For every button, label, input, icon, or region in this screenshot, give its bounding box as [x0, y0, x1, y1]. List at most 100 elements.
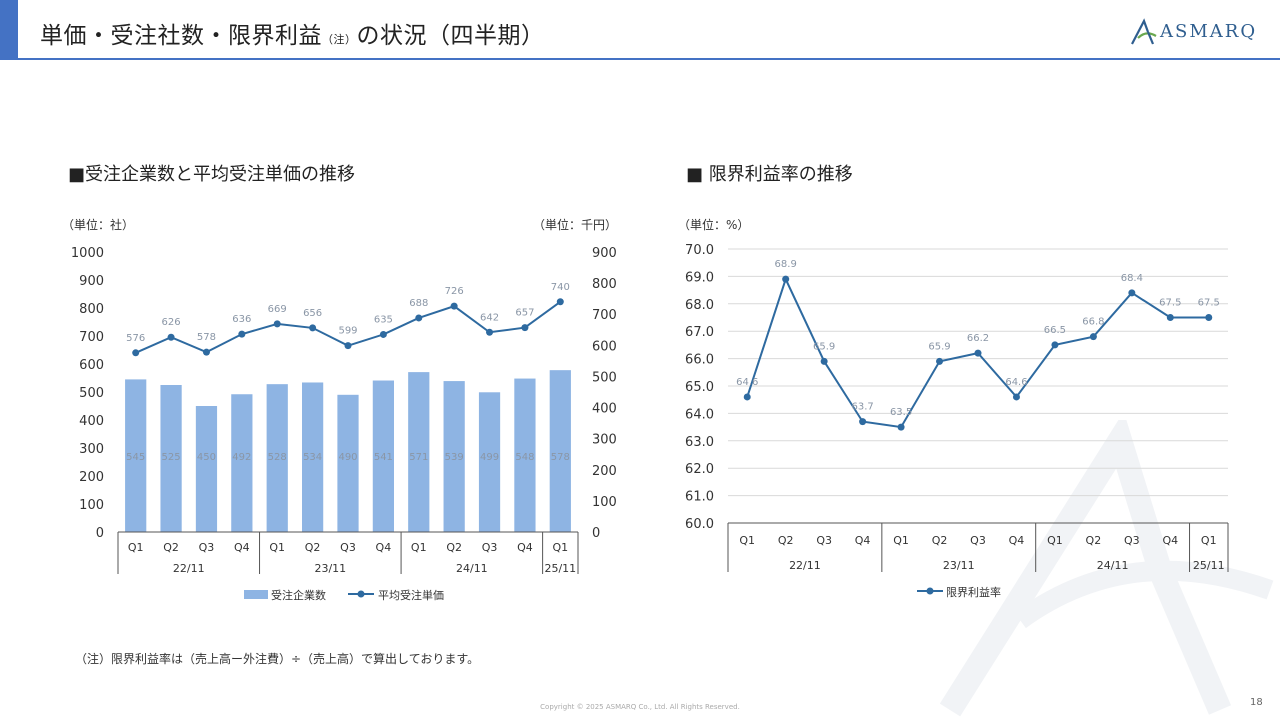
left-axis-tick-label: 200 [79, 470, 104, 485]
bar-data-label: 525 [162, 452, 181, 463]
legend-label-orders: 受注企業数 [271, 588, 326, 602]
right-axis-tick-label: 700 [592, 308, 617, 323]
category-tick-label: Q3 [482, 541, 498, 554]
bar-orders [160, 385, 182, 532]
left-axis-tick-label: 1000 [71, 246, 104, 261]
category-tick-label: Q3 [340, 541, 356, 554]
page-title-main: 単価・受注社数・限界利益 [40, 23, 322, 49]
bar-orders [125, 379, 147, 532]
bar-orders [443, 381, 465, 532]
line-data-label: 635 [374, 314, 393, 325]
page-title-note: （注） [322, 33, 357, 46]
line-point-avg-unit-price [379, 330, 387, 338]
bar-data-label: 578 [551, 452, 570, 463]
line-data-label: 626 [162, 317, 181, 328]
line-point-avg-unit-price [273, 320, 281, 328]
left-axis-tick-label: 0 [96, 526, 104, 541]
logo-mark-icon [1131, 18, 1157, 45]
line-point-avg-unit-price [521, 324, 529, 332]
line-point-avg-unit-price [132, 349, 140, 357]
right-axis-tick-label: 800 [592, 277, 617, 292]
bar-data-label: 548 [515, 452, 534, 463]
right-axis-unit: （単位：千円） [533, 218, 618, 232]
right-chart-title: ■ 限界利益率の推移 [686, 164, 853, 185]
left-axis-tick-label: 800 [79, 302, 104, 317]
bar-data-label: 492 [232, 452, 251, 463]
left-axis-tick-label: 600 [79, 358, 104, 373]
left-axis-unit: （単位：社） [62, 218, 135, 232]
category-tick-label: Q1 [411, 541, 427, 554]
fiscal-year-label: 22/11 [173, 562, 205, 575]
category-tick-label: Q4 [234, 541, 250, 554]
category-tick-label: Q4 [517, 541, 533, 554]
line-data-label: 740 [551, 282, 570, 293]
line-point-avg-unit-price [309, 324, 317, 332]
header-underline [18, 58, 1280, 60]
line-point-avg-unit-price [450, 302, 458, 310]
bar-orders [195, 406, 218, 532]
page-title: 単価・受注社数・限界利益（注）の状況（四半期） [40, 16, 545, 50]
legend-swatch-orders [244, 590, 268, 599]
category-tick-label: Q1 [552, 541, 568, 554]
margin-axis-unit: （単位：%） [678, 218, 750, 232]
bar-data-label: 450 [197, 452, 216, 463]
bar-orders [478, 392, 501, 532]
category-tick-label: Q2 [446, 541, 462, 554]
bar-orders [408, 372, 430, 532]
line-data-label: 636 [232, 314, 251, 325]
line-data-label: 578 [197, 332, 216, 343]
category-tick-label: Q3 [199, 541, 215, 554]
bar-data-label: 490 [338, 452, 357, 463]
category-tick-label: Q1 [269, 541, 285, 554]
right-axis-tick-label: 600 [592, 339, 617, 354]
copyright: Copyright © 2025 ASMARQ Co., Ltd. All Ri… [540, 703, 740, 711]
right-axis-tick-label: 400 [592, 402, 617, 417]
line-point-avg-unit-price [344, 342, 352, 350]
bar-orders [372, 380, 394, 532]
bar-data-label: 545 [126, 452, 145, 463]
line-data-label: 576 [126, 333, 145, 344]
category-tick-label: Q2 [305, 541, 321, 554]
bar-orders [514, 378, 536, 532]
left-axis-tick-label: 300 [79, 442, 104, 457]
line-point-avg-unit-price [486, 328, 494, 336]
page-header: 単価・受注社数・限界利益（注）の状況（四半期） ASMARQ [0, 0, 1280, 60]
line-point-avg-unit-price [415, 314, 423, 322]
right-axis-tick-label: 100 [592, 495, 617, 510]
bar-data-label: 571 [409, 452, 428, 463]
logo-text: ASMARQ [1160, 21, 1258, 42]
bar-orders [266, 384, 288, 532]
line-data-label: 657 [515, 308, 534, 319]
bar-orders [231, 394, 253, 532]
category-tick-label: Q4 [376, 541, 392, 554]
right-axis-tick-label: 200 [592, 464, 617, 479]
line-point-avg-unit-price [238, 330, 246, 338]
fiscal-year-label: 25/11 [544, 562, 576, 575]
left-axis-tick-label: 500 [79, 386, 104, 401]
left-axis-tick-label: 100 [79, 498, 104, 513]
line-data-label: 669 [268, 304, 287, 315]
line-point-avg-unit-price [202, 348, 210, 356]
bar-data-label: 541 [374, 452, 393, 463]
legend-swatch-marker [357, 590, 365, 598]
line-data-label: 726 [445, 286, 464, 297]
page-number: 18 [1250, 697, 1263, 708]
right-axis-tick-label: 500 [592, 370, 617, 385]
left-axis-tick-label: 700 [79, 330, 104, 345]
fiscal-year-label: 23/11 [314, 562, 346, 575]
bar-orders [302, 382, 324, 532]
left-axis-tick-label: 400 [79, 414, 104, 429]
fiscal-year-label: 24/11 [456, 562, 488, 575]
category-tick-label: Q1 [128, 541, 144, 554]
line-point-avg-unit-price [167, 333, 175, 341]
left-chart-title: ■受注企業数と平均受注単価の推移 [68, 164, 356, 185]
left-axis-tick-label: 900 [79, 274, 104, 289]
footnote: （注）限界利益率は（売上高ー外注費）÷（売上高）で算出しております。 [75, 652, 480, 666]
company-logo: ASMARQ [1130, 18, 1270, 48]
bar-data-label: 539 [445, 452, 464, 463]
line-data-label: 642 [480, 312, 499, 323]
bar-data-label: 534 [303, 452, 322, 463]
line-data-label: 656 [303, 308, 322, 319]
line-point-avg-unit-price [556, 298, 564, 306]
